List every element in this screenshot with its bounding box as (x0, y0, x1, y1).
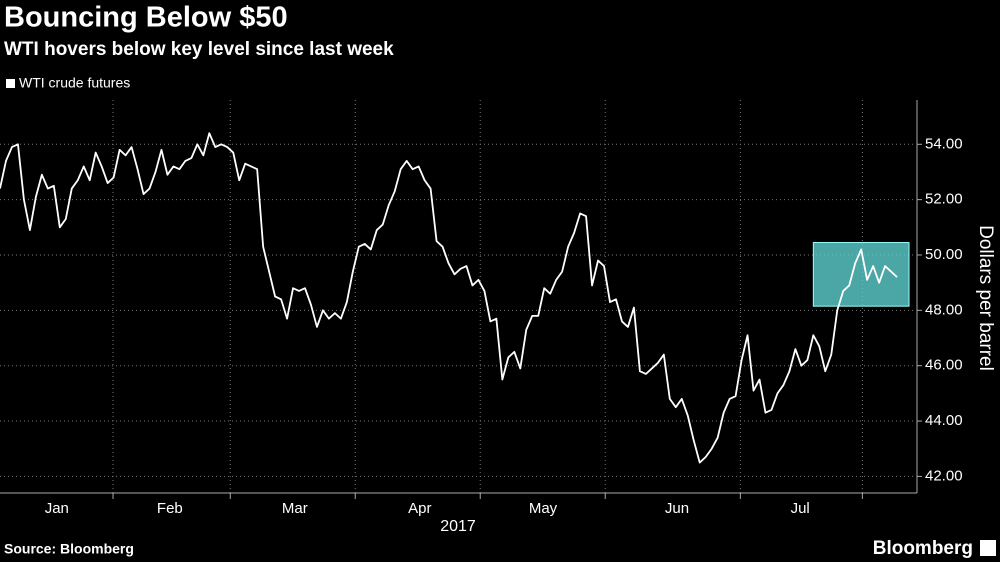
x-axis-label: 2017 (440, 518, 476, 535)
chart-subtitle: WTI hovers below key level since last we… (4, 39, 394, 60)
y-tick-label: 52.00 (925, 191, 963, 208)
x-tick-label: Jan (45, 500, 69, 517)
chart-title: Bouncing Below $50 (4, 2, 288, 34)
y-tick-label: 44.00 (925, 412, 963, 429)
y-tick-label: 46.00 (925, 357, 963, 374)
x-tick-label: May (529, 500, 558, 517)
legend-swatch (6, 79, 15, 88)
source: Source: Bloomberg (4, 541, 134, 557)
y-tick-label: 48.00 (925, 301, 963, 318)
brand: Bloomberg (873, 538, 973, 559)
legend-label: WTI crude futures (19, 75, 130, 91)
x-tick-label: Mar (282, 500, 308, 517)
y-tick-label: 42.00 (925, 467, 963, 484)
brand-icon (980, 540, 996, 556)
y-axis-label: Dollars per barrel (975, 225, 996, 371)
x-tick-label: Jun (665, 500, 689, 517)
y-tick-label: 50.00 (925, 246, 963, 263)
price-line (0, 132, 898, 464)
x-tick-label: Feb (157, 500, 183, 517)
x-tick-label: Jul (791, 500, 810, 517)
y-tick-label: 54.00 (925, 135, 963, 152)
x-tick-label: Apr (408, 500, 431, 517)
